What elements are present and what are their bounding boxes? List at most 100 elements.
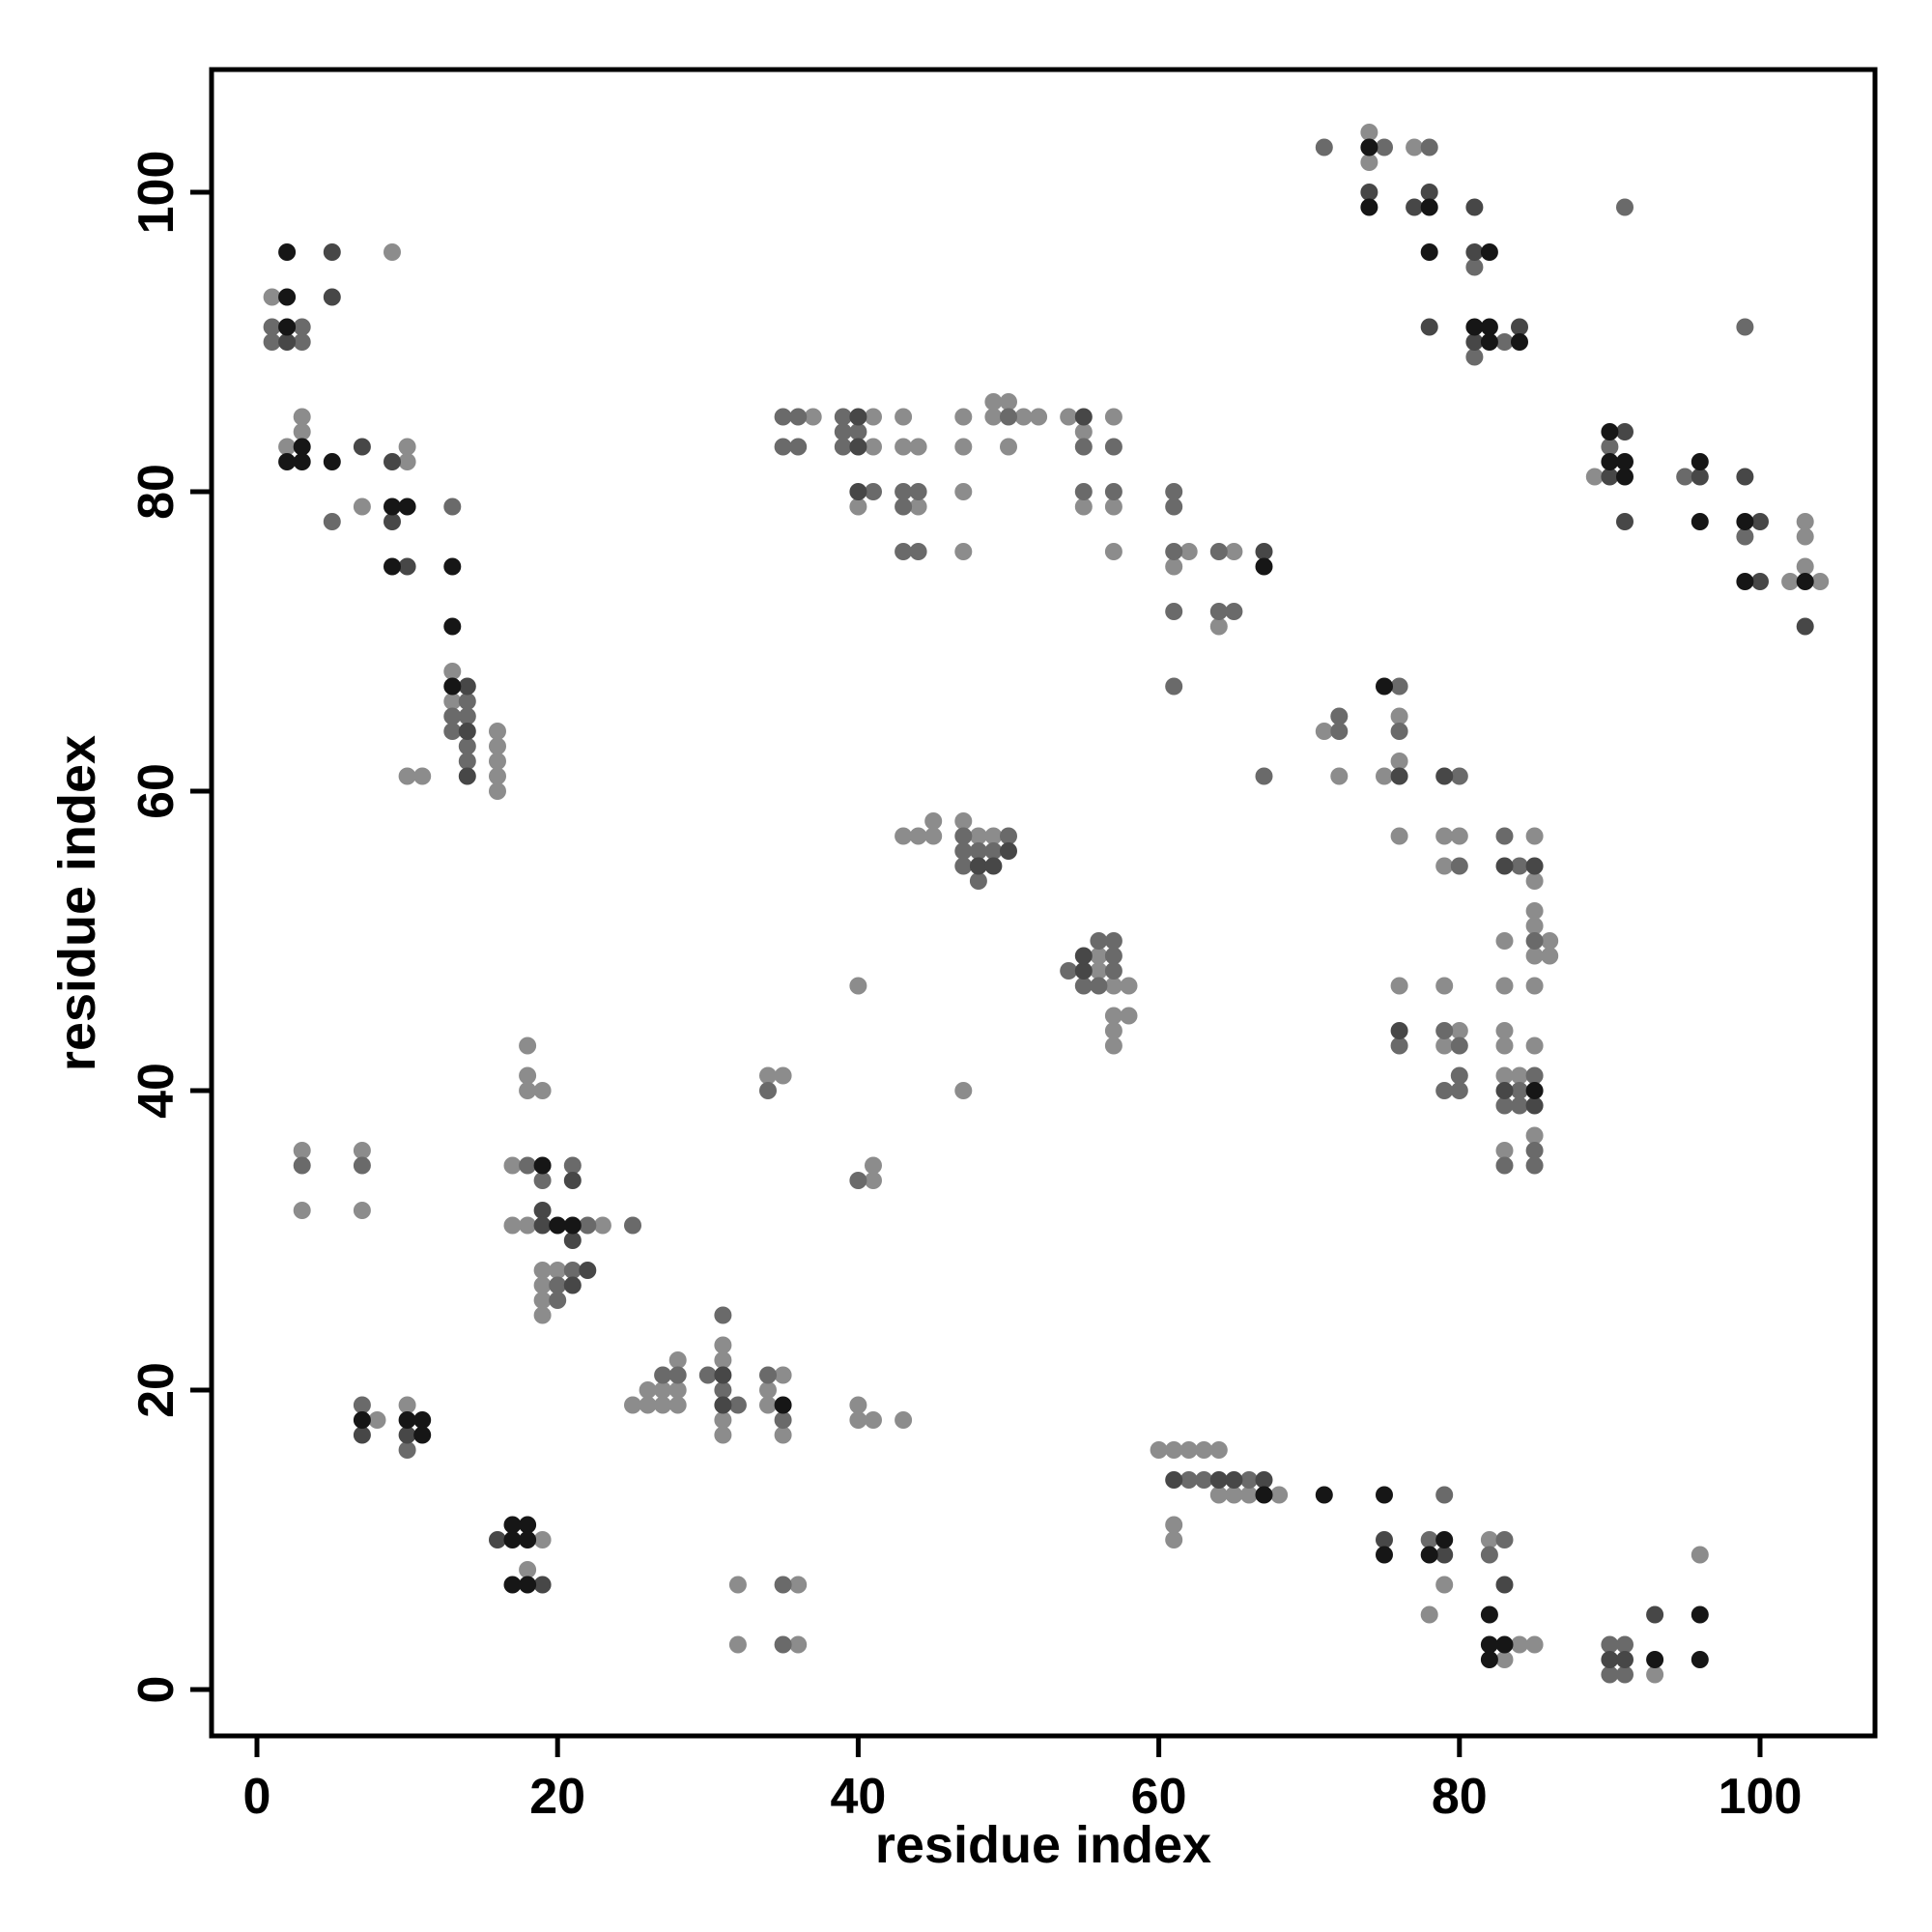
contact-point <box>384 243 401 261</box>
contact-point <box>1525 1082 1544 1099</box>
contact-point <box>1255 767 1273 785</box>
contact-point <box>1406 138 1424 156</box>
contact-point <box>1315 138 1333 156</box>
contact-point <box>849 1411 867 1429</box>
contact-point <box>563 1262 582 1279</box>
contact-point <box>1120 977 1138 995</box>
contact-point <box>984 827 1003 845</box>
contact-point <box>1165 1471 1183 1489</box>
contact-point <box>1435 857 1454 875</box>
contact-point <box>1511 1082 1528 1099</box>
contact-point <box>1465 348 1484 366</box>
contact-point <box>563 1172 582 1189</box>
contact-point <box>1736 513 1754 530</box>
contact-point <box>1376 677 1393 696</box>
contact-point <box>1495 1142 1514 1159</box>
contact-point <box>353 1411 371 1429</box>
contact-point <box>954 1082 973 1099</box>
contact-point <box>263 318 281 336</box>
contact-point <box>1390 723 1408 740</box>
contact-point <box>639 1381 657 1399</box>
contact-point <box>1420 184 1438 201</box>
contact-point <box>413 767 432 785</box>
contact-point <box>1420 138 1438 156</box>
contact-point <box>384 453 401 470</box>
contact-point <box>774 1366 792 1384</box>
contact-point <box>759 1396 777 1414</box>
contact-point <box>503 1516 522 1534</box>
contact-point <box>984 842 1003 860</box>
contact-point <box>1616 468 1634 486</box>
contact-point <box>1616 423 1634 440</box>
contact-point <box>503 1576 522 1594</box>
contact-point <box>1480 333 1498 351</box>
contact-point <box>519 1037 537 1055</box>
contact-point <box>1511 857 1528 875</box>
contact-point <box>1495 1096 1514 1115</box>
contact-point <box>1030 408 1048 426</box>
y-tick-label: 40 <box>128 1063 185 1119</box>
contact-point <box>774 1396 792 1414</box>
contact-point <box>1495 857 1514 875</box>
contact-point <box>1104 438 1122 456</box>
contact-point <box>323 513 341 530</box>
contact-point <box>1255 1486 1273 1504</box>
contact-point <box>458 707 476 725</box>
contact-point <box>1450 857 1468 875</box>
contact-point <box>759 1366 777 1384</box>
contact-point <box>1690 1651 1709 1668</box>
contact-point <box>1165 1441 1183 1459</box>
contact-point <box>1525 872 1544 890</box>
contact-point <box>1360 198 1378 216</box>
contact-point <box>1165 603 1183 620</box>
contact-point <box>533 1262 552 1279</box>
contact-point <box>1104 947 1122 965</box>
contact-point <box>1495 1531 1514 1548</box>
y-tick-label: 60 <box>128 763 185 819</box>
contact-point <box>519 1516 537 1534</box>
contact-point <box>278 453 297 470</box>
contact-point <box>533 1172 552 1189</box>
contact-point <box>1074 947 1093 965</box>
contact-point <box>519 1576 537 1594</box>
contact-point <box>323 453 341 470</box>
contact-point <box>1525 1126 1544 1145</box>
contact-point <box>895 543 913 560</box>
contact-point <box>1104 543 1122 560</box>
contact-point <box>1435 977 1454 995</box>
contact-point <box>1751 513 1769 530</box>
contact-point <box>924 827 943 845</box>
contact-point <box>1480 1651 1498 1668</box>
contact-point <box>1751 573 1769 590</box>
contact-point <box>263 333 281 351</box>
contact-point <box>1495 1576 1514 1594</box>
contact-point <box>489 723 506 740</box>
contact-point <box>865 438 882 456</box>
contact-point <box>1736 573 1754 590</box>
contact-point <box>1420 1605 1438 1624</box>
contact-point <box>1090 977 1108 995</box>
contact-point <box>489 753 506 770</box>
contact-point <box>789 1576 808 1594</box>
contact-point <box>1435 1486 1454 1504</box>
contact-point <box>1104 977 1122 995</box>
contact-point <box>1480 1635 1498 1654</box>
contact-point <box>728 1576 747 1594</box>
contact-point <box>1390 1022 1408 1039</box>
contact-point <box>1465 243 1484 261</box>
contact-point <box>984 857 1003 875</box>
contact-point <box>865 483 882 500</box>
contact-point <box>1315 1486 1333 1504</box>
contact-point <box>624 1396 641 1414</box>
contact-point <box>458 677 476 696</box>
contact-point <box>1511 1066 1528 1085</box>
contact-point <box>1690 1546 1709 1564</box>
contact-point <box>789 408 808 426</box>
contact-point <box>969 857 987 875</box>
contact-point <box>1225 1471 1243 1489</box>
x-tick-label: 60 <box>1131 1769 1187 1825</box>
contact-point <box>384 497 401 516</box>
contact-point <box>1090 947 1108 965</box>
contact-point <box>774 1066 792 1085</box>
contact-point <box>563 1156 582 1175</box>
